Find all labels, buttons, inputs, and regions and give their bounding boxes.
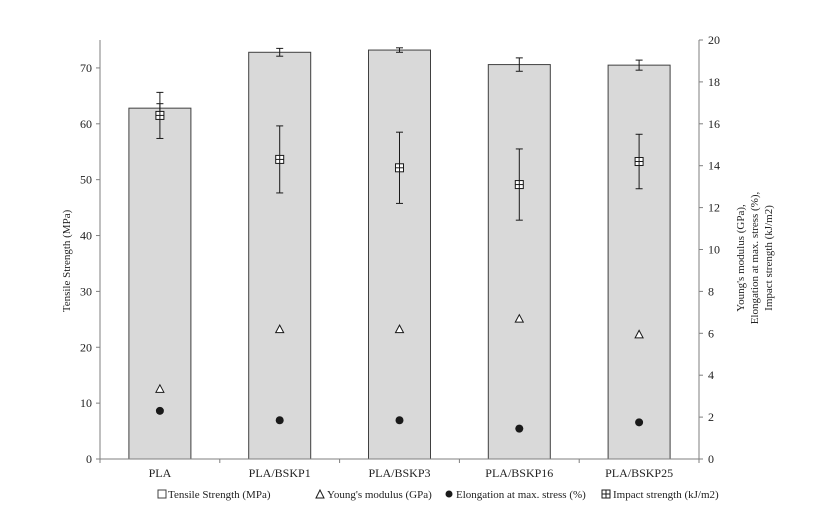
x-tick-label-4: PLA/BSKP25 xyxy=(605,466,673,480)
left-tick-label-10: 10 xyxy=(80,396,92,410)
right-tick-label-8: 8 xyxy=(708,284,714,298)
left-axis-title: Tensile Strength (MPa) xyxy=(61,209,73,312)
left-tick-label-40: 40 xyxy=(80,229,92,243)
right-axis-title-line-3: Impact strength (kJ/m2) xyxy=(763,205,775,311)
marker-triangle-3 xyxy=(514,313,525,323)
marker-gridsquare-2 xyxy=(395,163,404,173)
legend-impact-label: Impact strength (kJ/m2) xyxy=(613,489,719,501)
marker-circle-0 xyxy=(155,406,164,415)
left-tick-label-0: 0 xyxy=(86,452,92,466)
left-tick-label-60: 60 xyxy=(80,117,92,131)
right-tick-label-4: 4 xyxy=(708,368,714,382)
left-tick-label-50: 50 xyxy=(80,173,92,187)
marker-triangle-2 xyxy=(394,324,405,334)
error-tensile-4 xyxy=(635,59,643,71)
error-tensile-2 xyxy=(396,47,403,53)
legend-elongation-swatch xyxy=(445,490,453,498)
legend-young-swatch xyxy=(315,488,325,499)
axes-layer: 0 10 20 30 40 50 60 70 0 2 4 6 8 10 12 14 16 18 20 PLA PLA/B… xyxy=(80,33,720,480)
right-axis-title: Young's modulus (GPa), Elongation at max… xyxy=(735,191,775,324)
error-tensile-1 xyxy=(276,47,284,57)
marker-triangle-4 xyxy=(634,329,644,339)
right-tick-label-10: 10 xyxy=(708,243,720,257)
marker-circle-4 xyxy=(635,418,644,427)
bar-tensile-4 xyxy=(607,64,671,460)
right-tick-label-16: 16 xyxy=(708,117,720,131)
legend-elongation-label: Elongation at max. stress (%) xyxy=(456,489,586,501)
marker-circle-2 xyxy=(395,416,404,425)
markers-layer xyxy=(155,110,644,433)
legend: Tensile Strength (MPa) Young's modulus (… xyxy=(157,488,719,501)
bar-tensile-3 xyxy=(487,64,551,460)
x-tick-label-2: PLA/BSKP3 xyxy=(368,466,430,480)
marker-circle-1 xyxy=(275,416,284,425)
marker-triangle-0 xyxy=(155,383,165,393)
x-tick-label-1: PLA/BSKP1 xyxy=(249,466,311,480)
marker-circle-3 xyxy=(515,424,524,433)
right-tick-label-12: 12 xyxy=(708,201,720,215)
x-tick-label-0: PLA xyxy=(149,466,172,480)
legend-tensile-swatch xyxy=(157,489,167,499)
right-axis-title-line-2: Elongation at max. stress (%), xyxy=(749,191,761,324)
bar-tensile-0 xyxy=(128,107,192,460)
left-tick-label-20: 20 xyxy=(80,340,92,354)
legend-impact-swatch xyxy=(601,489,611,499)
error-tensile-3 xyxy=(515,57,523,72)
right-tick-label-14: 14 xyxy=(708,159,720,173)
marker-gridsquare-3 xyxy=(514,180,524,190)
legend-tensile-label: Tensile Strength (MPa) xyxy=(168,489,271,501)
right-tick-label-2: 2 xyxy=(708,410,714,424)
right-tick-label-0: 0 xyxy=(708,452,714,466)
bars-layer xyxy=(128,49,671,460)
right-axis-title-line-1: Young's modulus (GPa), xyxy=(735,204,747,312)
left-tick-label-70: 70 xyxy=(80,61,92,75)
legend-young-label: Young's modulus (GPa) xyxy=(327,489,432,501)
bar-tensile-2 xyxy=(368,49,431,460)
marker-gridsquare-0 xyxy=(155,110,165,120)
right-tick-label-18: 18 xyxy=(708,75,720,89)
left-tick-label-30: 30 xyxy=(80,284,92,298)
right-tick-label-20: 20 xyxy=(708,33,720,47)
x-tick-label-3: PLA/BSKP16 xyxy=(485,466,553,480)
right-tick-label-6: 6 xyxy=(708,326,714,340)
bar-tensile-1 xyxy=(248,51,312,460)
marker-triangle-1 xyxy=(274,324,285,334)
marker-gridsquare-4 xyxy=(634,157,644,167)
marker-gridsquare-1 xyxy=(275,154,285,164)
